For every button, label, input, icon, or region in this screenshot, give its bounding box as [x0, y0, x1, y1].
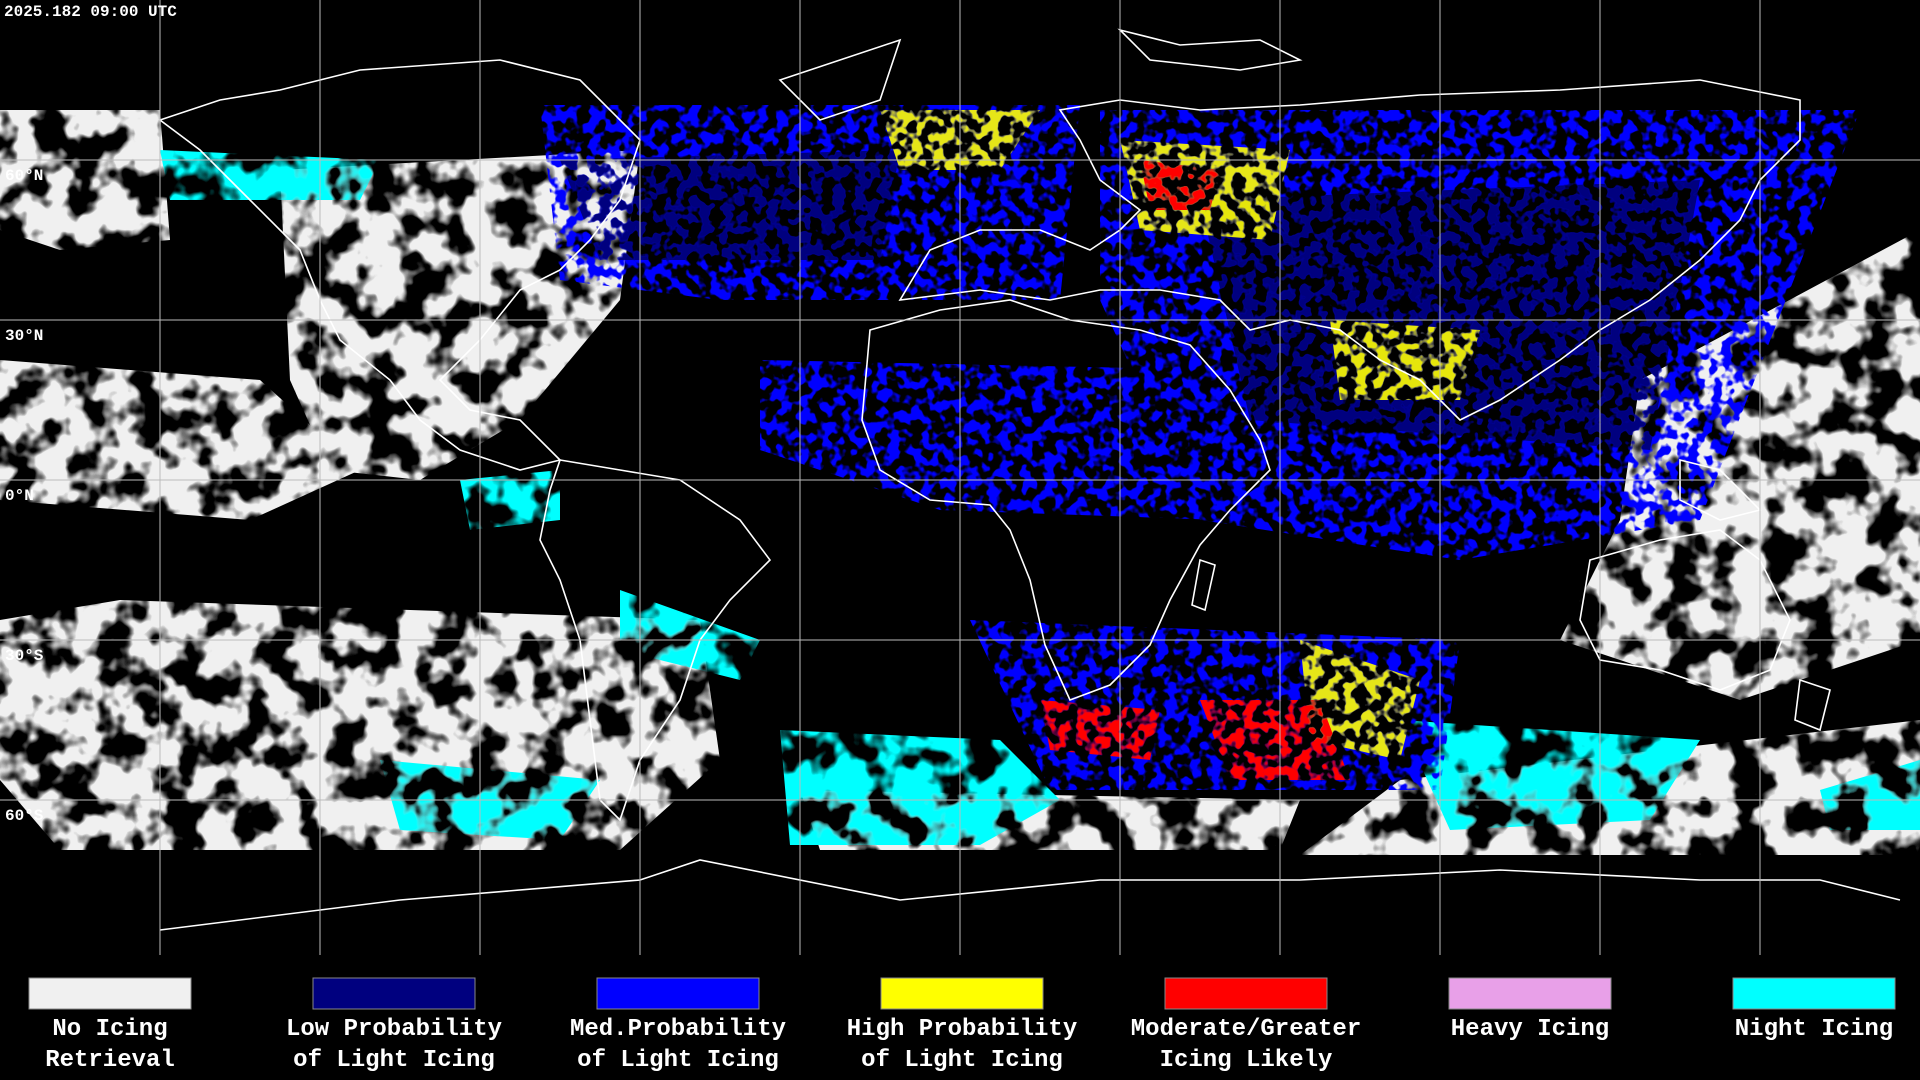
legend-label: of Light Icing [293, 1047, 495, 1074]
legend-swatch [1732, 977, 1896, 1010]
legend: No Icing Retrieval Low Probability of Light… [28, 977, 1896, 1074]
latitude-label: 60°S [5, 807, 44, 825]
timestamp: 2025.182 09:00 UTC [4, 3, 177, 21]
legend-label: Moderate/Greater [1131, 1016, 1361, 1043]
legend-swatch [312, 977, 476, 1010]
legend-label: Retrieval [45, 1047, 175, 1074]
coastlines [158, 28, 1901, 931]
legend-label: Heavy Icing [1451, 1016, 1609, 1043]
legend-label: of Light Icing [577, 1047, 779, 1074]
latitude-label: 30°S [5, 647, 44, 665]
legend-label: Icing Likely [1160, 1047, 1333, 1074]
legend-label: Night Icing [1735, 1016, 1893, 1043]
legend-label: of Light Icing [861, 1047, 1063, 1074]
legend-label: Low Probability [286, 1016, 502, 1043]
legend-label: No Icing [52, 1016, 167, 1043]
latitude-label: 0°N [5, 487, 34, 505]
legend-swatch [880, 977, 1044, 1010]
legend-swatch [28, 977, 192, 1010]
latitude-label: 60°N [5, 167, 43, 185]
graticule [0, 0, 1920, 955]
legend-label: Med.Probability [570, 1016, 786, 1043]
legend-swatch [1164, 977, 1328, 1010]
latitude-label: 30°N [5, 327, 43, 345]
legend-swatch [596, 977, 760, 1010]
legend-label: High Probability [847, 1016, 1077, 1043]
legend-swatch [1448, 977, 1612, 1010]
